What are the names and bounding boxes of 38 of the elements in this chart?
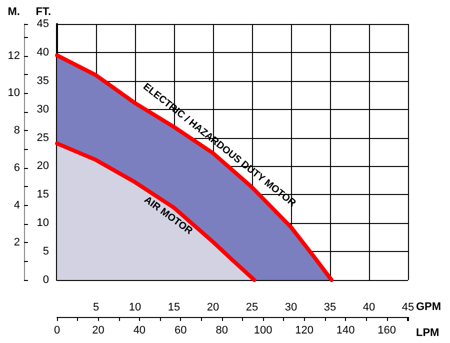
- x2-tick-label: 160: [378, 324, 396, 336]
- y-tick-label: 5: [42, 246, 49, 258]
- y-tick-label: 35: [36, 74, 49, 87]
- y-tick-label: 30: [36, 103, 49, 116]
- x2-tick-label: 80: [216, 324, 228, 336]
- y-tick-label: 0: [42, 274, 49, 286]
- y-tick-label: 20: [36, 160, 49, 172]
- y2-tick-label: 12: [8, 50, 20, 62]
- x-tick-label: 45: [402, 302, 414, 314]
- x-tick-label: 20: [206, 302, 220, 314]
- y2-tick-label: 6: [14, 162, 20, 174]
- x-tick-label: 10: [128, 302, 142, 314]
- y2-tick-label: 2: [14, 236, 20, 249]
- y2-tick-label: 8: [14, 124, 20, 137]
- x-axis-title: GPM: [416, 301, 442, 313]
- x-tick-label: 5: [92, 302, 100, 314]
- y2-tick-label: 10: [8, 87, 20, 100]
- x2-tick-label: 120: [295, 324, 314, 336]
- y2-tick-label: 4: [14, 199, 20, 212]
- x-tick-label: 40: [362, 302, 376, 314]
- y-axis-title: FT.: [36, 6, 51, 18]
- x2-tick-label: 60: [174, 324, 187, 336]
- y-tick-label: 45: [36, 18, 49, 30]
- x2-tick-label: 140: [336, 324, 355, 336]
- x2-axis-title: LPM: [416, 327, 440, 339]
- y-tick-label: 15: [36, 188, 49, 201]
- x2-tick-label: 100: [254, 324, 272, 336]
- y-tick-label: 10: [36, 217, 49, 230]
- y-tick-label: 25: [36, 132, 49, 144]
- y2-axis-title: M.: [8, 6, 20, 18]
- x2-tick-label: 0: [54, 324, 60, 336]
- x-tick-label: 15: [168, 302, 180, 314]
- x-tick-label: 25: [246, 302, 258, 314]
- x2-tick-label: 40: [133, 324, 146, 336]
- x2-tick-label: 20: [92, 324, 104, 336]
- x-tick-label: 30: [284, 302, 298, 314]
- x-tick-label: 35: [324, 302, 336, 314]
- y-tick-label: 40: [36, 46, 49, 58]
